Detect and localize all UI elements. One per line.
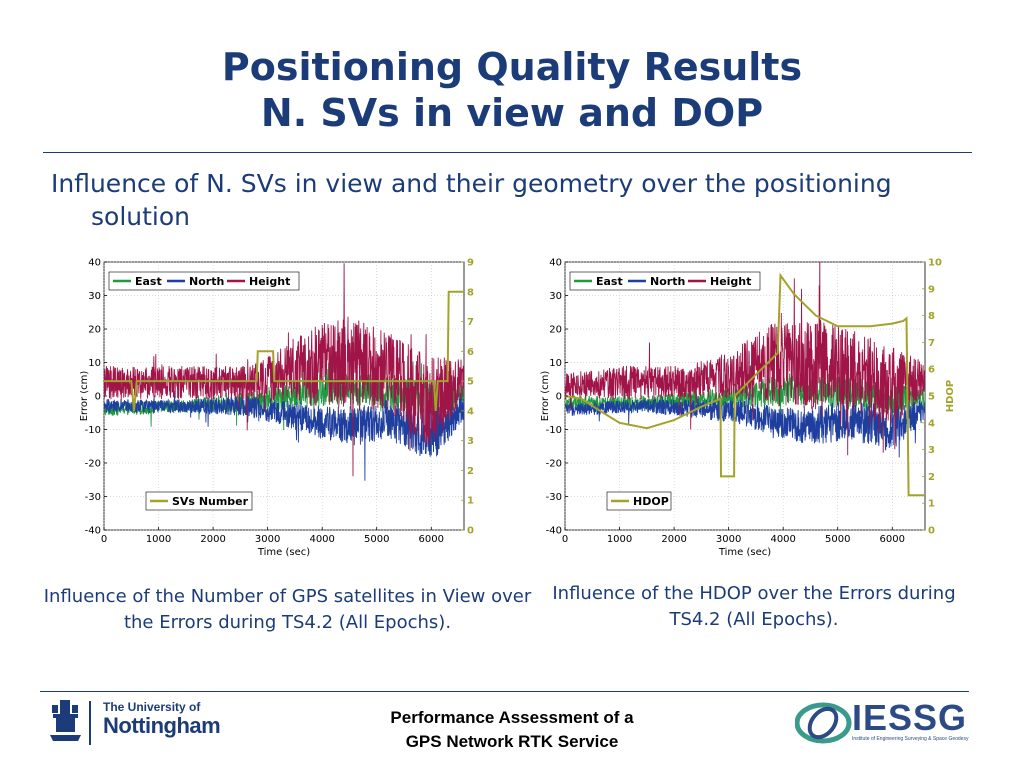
title-line-1: Positioning Quality Results [221, 45, 803, 89]
y-tick-label: 30 [88, 291, 101, 302]
x-tick-label: 1000 [607, 534, 632, 545]
y-tick-label: -40 [85, 526, 101, 537]
y-tick-label: 0 [95, 392, 101, 403]
y-right-tick-label: 7 [928, 338, 935, 349]
y-tick-label: -30 [546, 492, 562, 503]
y-tick-label: -10 [546, 425, 562, 436]
title-line-2: N. SVs in view and DOP [260, 91, 764, 135]
caption-svs: Influence of the Number of GPS satellite… [43, 586, 532, 633]
caption-hdop: Influence of the HDOP over the Errors du… [552, 583, 956, 630]
y-tick-label: -40 [546, 526, 562, 537]
y-right-tick-label: 8 [467, 287, 474, 298]
y-right-tick-label: 1 [928, 499, 935, 510]
y-right-tick-label: 3 [467, 436, 474, 447]
y-right-tick-label: 0 [928, 526, 935, 537]
x-axis-label: Time (sec) [718, 547, 771, 558]
series-height-line [104, 263, 464, 477]
y-right-axis-label: HDOP [945, 380, 956, 413]
footer-title: Performance Assessment of a GPS Network … [340, 706, 684, 754]
y-right-tick-label: 9 [928, 284, 935, 295]
legend-top-box [569, 271, 761, 291]
legend-label-aux: SVs Number [172, 495, 249, 508]
x-tick-label: 5000 [825, 534, 850, 545]
legend-top-box [108, 271, 300, 291]
x-tick-label: 6000 [419, 534, 444, 545]
x-axis-label: Time (sec) [257, 547, 310, 558]
legend-top: East North Height [108, 271, 300, 291]
y-tick-label: -20 [85, 459, 101, 470]
legend-label-north: North [189, 275, 224, 288]
legend-bottom: HDOP [606, 491, 672, 511]
legend-label-east: East [135, 275, 162, 288]
footer-line-2: GPS Network RTK Service [405, 732, 619, 751]
y-axis-label: Error (cm) [80, 371, 90, 422]
y-right-tick-label: 4 [928, 418, 935, 429]
x-tick-label: 6000 [880, 534, 905, 545]
legend-label-height: Height [249, 275, 290, 288]
y-right-tick-label: 3 [928, 445, 935, 456]
nottingham-crest-logo [50, 700, 91, 745]
x-tick-label: 5000 [364, 534, 389, 545]
iessg-subtitle: Institute of Engineering Surveying & Spa… [852, 736, 969, 742]
legend-bottom-box [145, 491, 253, 511]
x-tick-label: 2000 [661, 534, 686, 545]
y-tick-label: -10 [85, 425, 101, 436]
svs-error-chart: 0 1000 2000 3000 4000 5000 6000403020100-10-20… [80, 258, 474, 559]
y-right-tick-label: 1 [467, 496, 474, 507]
x-tick-label: 3000 [255, 534, 280, 545]
y-axis-label: Error (cm) [540, 371, 551, 422]
y-right-tick-label: 7 [467, 317, 474, 328]
legend-bottom-box [606, 491, 672, 511]
legend-top: East North Height [569, 271, 761, 291]
legend-label-east: East [596, 275, 623, 288]
series-height-line [565, 262, 925, 456]
iessg-wordmark: IESSG [852, 697, 968, 738]
y-right-tick-label: 5 [928, 392, 935, 403]
footer-divider [40, 691, 969, 692]
legend-label-height: Height [710, 275, 751, 288]
university-name-large: Nottingham [103, 713, 221, 738]
y-tick-label: -30 [85, 492, 101, 503]
x-tick-label: 0 [562, 534, 568, 545]
slide-title: Positioning Quality Results N. SVs in vi… [0, 44, 1024, 136]
x-tick-label: 4000 [770, 534, 795, 545]
y-tick-label: 40 [88, 258, 101, 269]
y-right-tick-label: 4 [467, 406, 474, 417]
x-tick-label: 3000 [716, 534, 741, 545]
y-tick-label: 30 [549, 291, 562, 302]
y-tick-label: 10 [549, 358, 562, 369]
y-tick-label: -20 [546, 459, 562, 470]
bullet-text: Influence of N. SVs in view and their ge… [51, 169, 892, 231]
legend-label-north: North [650, 275, 685, 288]
y-tick-label: 0 [556, 392, 562, 403]
footer-line-1: Performance Assessment of a [390, 708, 634, 727]
legend-bottom: SVs Number [145, 491, 253, 511]
series-svs-number-line [104, 290, 464, 411]
university-name-small: The University of [103, 700, 201, 714]
x-tick-label: 0 [101, 534, 107, 545]
title-divider [43, 152, 972, 153]
hdop-error-chart: 0 1000 2000 3000 4000 5000 6000403020100-10-20… [540, 258, 956, 559]
y-right-tick-label: 2 [928, 472, 935, 483]
y-right-tick-label: 5 [467, 377, 474, 388]
y-tick-label: 40 [549, 258, 562, 269]
y-right-tick-label: 8 [928, 311, 935, 322]
series-north-line [565, 392, 925, 458]
legend-label-aux: HDOP [633, 495, 669, 508]
x-tick-label: 4000 [309, 534, 334, 545]
y-tick-label: 20 [549, 325, 562, 336]
y-right-tick-label: 9 [467, 258, 474, 269]
iessg-globe-logo [795, 702, 852, 744]
y-right-tick-label: 0 [467, 526, 474, 537]
y-right-tick-label: 6 [928, 365, 935, 376]
y-tick-label: 20 [88, 325, 101, 336]
y-tick-label: 10 [88, 358, 101, 369]
x-tick-label: 1000 [146, 534, 171, 545]
y-right-tick-label: 2 [467, 466, 474, 477]
x-tick-label: 2000 [200, 534, 225, 545]
y-right-tick-label: 6 [467, 347, 474, 358]
series-hdop-line [565, 272, 925, 497]
y-right-tick-label: 10 [928, 258, 942, 269]
